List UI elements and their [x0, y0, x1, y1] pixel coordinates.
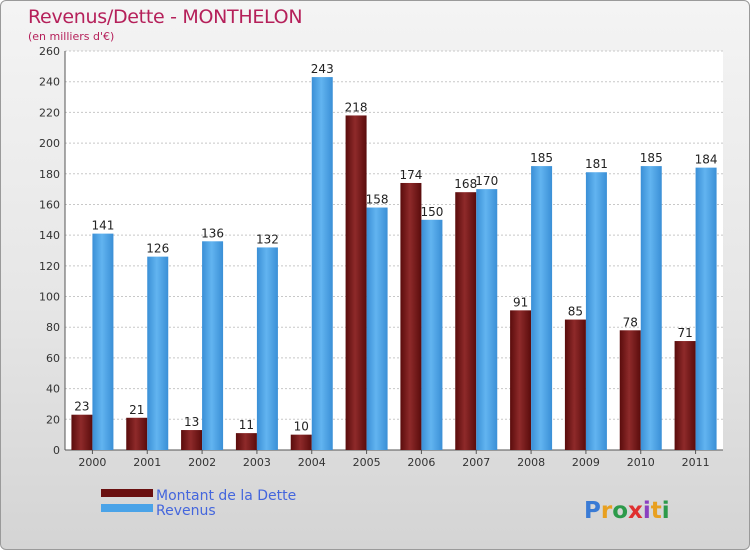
- bar-revenus: [311, 77, 333, 450]
- data-label-dette: 10: [294, 420, 309, 434]
- bar-dette: [235, 433, 257, 450]
- legend: Montant de la Dette Revenus: [101, 488, 296, 519]
- data-label-dette: 21: [129, 403, 144, 417]
- bar-dette: [181, 430, 203, 450]
- data-label-dette: 11: [239, 418, 254, 432]
- data-label-revenus: 150: [420, 205, 443, 219]
- data-label-dette: 91: [513, 295, 528, 309]
- bar-dette: [455, 192, 477, 450]
- data-label-revenus: 132: [256, 232, 279, 246]
- y-tick-label: 100: [39, 291, 60, 304]
- bar-revenus: [256, 247, 278, 450]
- data-label-layer: 23 141 21 126 13 136 11 132 10 243 218 158 174 150 168…: [74, 62, 717, 434]
- x-tick-label: 2006: [407, 456, 435, 469]
- x-tick-label: 2005: [353, 456, 381, 469]
- y-tick-label: 40: [46, 383, 60, 396]
- chart-title: Revenus/Dette - MONTHELON: [28, 6, 303, 28]
- data-label-revenus: 126: [146, 242, 169, 256]
- logo-letter: x: [628, 498, 643, 524]
- data-label-revenus: 141: [91, 219, 114, 233]
- data-label-dette: 85: [568, 305, 583, 319]
- y-tick-label: 140: [39, 229, 60, 242]
- data-label-revenus: 136: [201, 226, 224, 240]
- data-label-revenus: 158: [366, 193, 389, 207]
- bar-dette: [619, 330, 641, 450]
- y-tick-label: 260: [39, 45, 60, 58]
- x-tick-label: 2004: [298, 456, 326, 469]
- bar-revenus: [531, 166, 553, 450]
- data-label-revenus: 181: [585, 157, 608, 171]
- data-label-dette: 174: [399, 168, 422, 182]
- bar-revenus: [695, 167, 717, 450]
- y-tick-label: 160: [39, 198, 60, 211]
- logo-letter: i: [662, 498, 670, 524]
- data-label-revenus: 170: [475, 174, 498, 188]
- proxiti-logo: Proxiti: [584, 498, 670, 524]
- data-label-dette: 23: [74, 400, 89, 414]
- data-label-dette: 78: [623, 315, 638, 329]
- y-tick-label: 80: [46, 321, 60, 334]
- bar-dette: [71, 414, 93, 450]
- x-tick-label: 2009: [572, 456, 600, 469]
- y-tick-label: 0: [53, 444, 60, 457]
- bar-dette: [510, 310, 532, 450]
- x-tick-label: 2002: [188, 456, 216, 469]
- y-tick-label: 120: [39, 260, 60, 273]
- y-tick-label: 220: [39, 106, 60, 119]
- axis-layer: 0 20 40 60 80 100 120 140 160 180 200 220 240 260 2000…: [39, 45, 723, 469]
- y-tick-label: 20: [46, 413, 60, 426]
- data-label-dette: 218: [345, 100, 368, 114]
- data-label-dette: 71: [677, 326, 692, 340]
- logo-letter: o: [612, 498, 628, 524]
- data-label-dette: 13: [184, 415, 199, 429]
- grid-layer: [65, 50, 723, 451]
- x-tick-label: 2003: [243, 456, 271, 469]
- x-tick-label: 2010: [627, 456, 655, 469]
- data-label-dette: 168: [454, 177, 477, 191]
- plot-area: [65, 51, 723, 450]
- bar-revenus: [202, 241, 224, 450]
- x-tick-label: 2001: [133, 456, 161, 469]
- bar-revenus: [421, 219, 443, 450]
- x-tick-label: 2011: [682, 456, 710, 469]
- bar-dette: [345, 115, 367, 450]
- y-tick-label: 200: [39, 137, 60, 150]
- bar-revenus: [366, 207, 388, 450]
- data-label-revenus: 185: [530, 151, 553, 165]
- bar-dette: [290, 434, 312, 450]
- logo-letter: P: [584, 498, 601, 524]
- y-tick-label: 60: [46, 352, 60, 365]
- x-tick-label: 2007: [462, 456, 490, 469]
- bar-revenus: [476, 189, 498, 450]
- bar-revenus: [92, 233, 114, 450]
- bar-revenus: [640, 166, 662, 450]
- logo-letter: r: [601, 498, 613, 524]
- bar-dette: [674, 341, 696, 450]
- bar-layer: [71, 77, 717, 450]
- data-label-revenus: 243: [311, 62, 334, 76]
- legend-label-revenus: Revenus: [156, 503, 216, 519]
- bar-dette: [126, 417, 148, 450]
- bar-dette: [400, 182, 422, 450]
- legend-swatch-dette: [101, 489, 153, 497]
- logo-letter: i: [643, 498, 651, 524]
- y-tick-label: 240: [39, 76, 60, 89]
- chart-subtitle: (en milliers d'€): [28, 30, 115, 43]
- data-label-revenus: 185: [640, 151, 663, 165]
- legend-swatch-revenus: [101, 504, 153, 512]
- x-tick-label: 2000: [78, 456, 106, 469]
- bar-dette: [564, 319, 586, 450]
- bar-revenus: [147, 256, 169, 450]
- data-label-revenus: 184: [695, 153, 718, 167]
- legend-label-dette: Montant de la Dette: [156, 488, 296, 504]
- y-tick-label: 180: [39, 168, 60, 181]
- bar-revenus: [585, 172, 607, 450]
- logo-letter: t: [651, 498, 662, 524]
- x-tick-label: 2008: [517, 456, 545, 469]
